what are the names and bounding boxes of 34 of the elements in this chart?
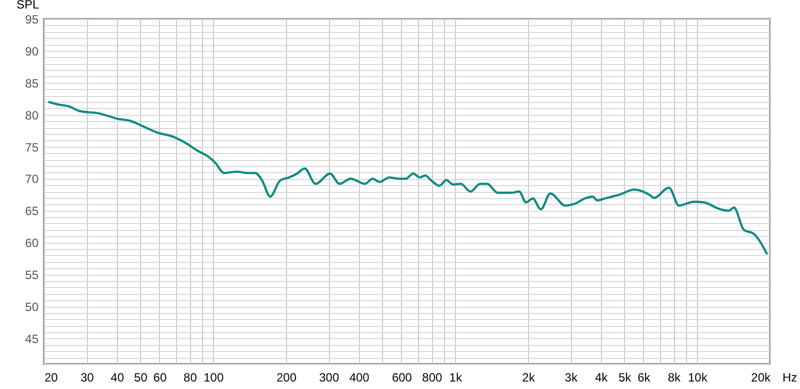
x-tick-label: 400: [349, 370, 370, 384]
x-tick-label: 30: [80, 370, 94, 384]
x-tick-label: 80: [184, 370, 198, 384]
x-tick-label: 600: [392, 370, 412, 384]
y-tick-label: 95: [25, 12, 39, 26]
y-axis-title: SPL: [16, 0, 40, 12]
x-tick-label: 8k: [668, 370, 682, 384]
x-tick-label: 1k: [449, 370, 463, 384]
x-tick-label: 3k: [564, 370, 578, 384]
y-tick-label: 70: [25, 172, 39, 186]
x-tick-label: 10k: [688, 370, 708, 384]
y-tick-label: 80: [25, 108, 39, 122]
x-tick-label: 6k: [638, 370, 652, 384]
y-tick-label: 85: [25, 76, 39, 90]
x-tick-label: 300: [319, 370, 340, 384]
y-tick-label: 90: [25, 44, 39, 58]
x-tick-label: 40: [110, 370, 124, 384]
y-tick-label: 55: [25, 268, 39, 282]
x-tick-label: 100: [204, 370, 224, 384]
x-tick-label: 20k: [751, 370, 772, 384]
x-axis-title: Hz: [782, 370, 798, 384]
y-tick-label: 65: [25, 204, 39, 218]
x-tick-label: 50: [134, 370, 148, 384]
x-tick-label: 60: [153, 370, 167, 384]
x-tick-label: 800: [422, 370, 443, 384]
y-tick-label: 60: [25, 236, 39, 250]
x-tick-label: 200: [276, 370, 297, 384]
x-tick-label: 4k: [595, 370, 609, 384]
x-tick-label: 2k: [522, 370, 536, 384]
x-tick-label: 5k: [618, 370, 632, 384]
y-tick-label: 75: [25, 140, 39, 154]
y-tick-label: 50: [25, 300, 39, 314]
y-tick-label: 45: [25, 332, 39, 346]
x-tick-label: 20: [44, 370, 58, 384]
